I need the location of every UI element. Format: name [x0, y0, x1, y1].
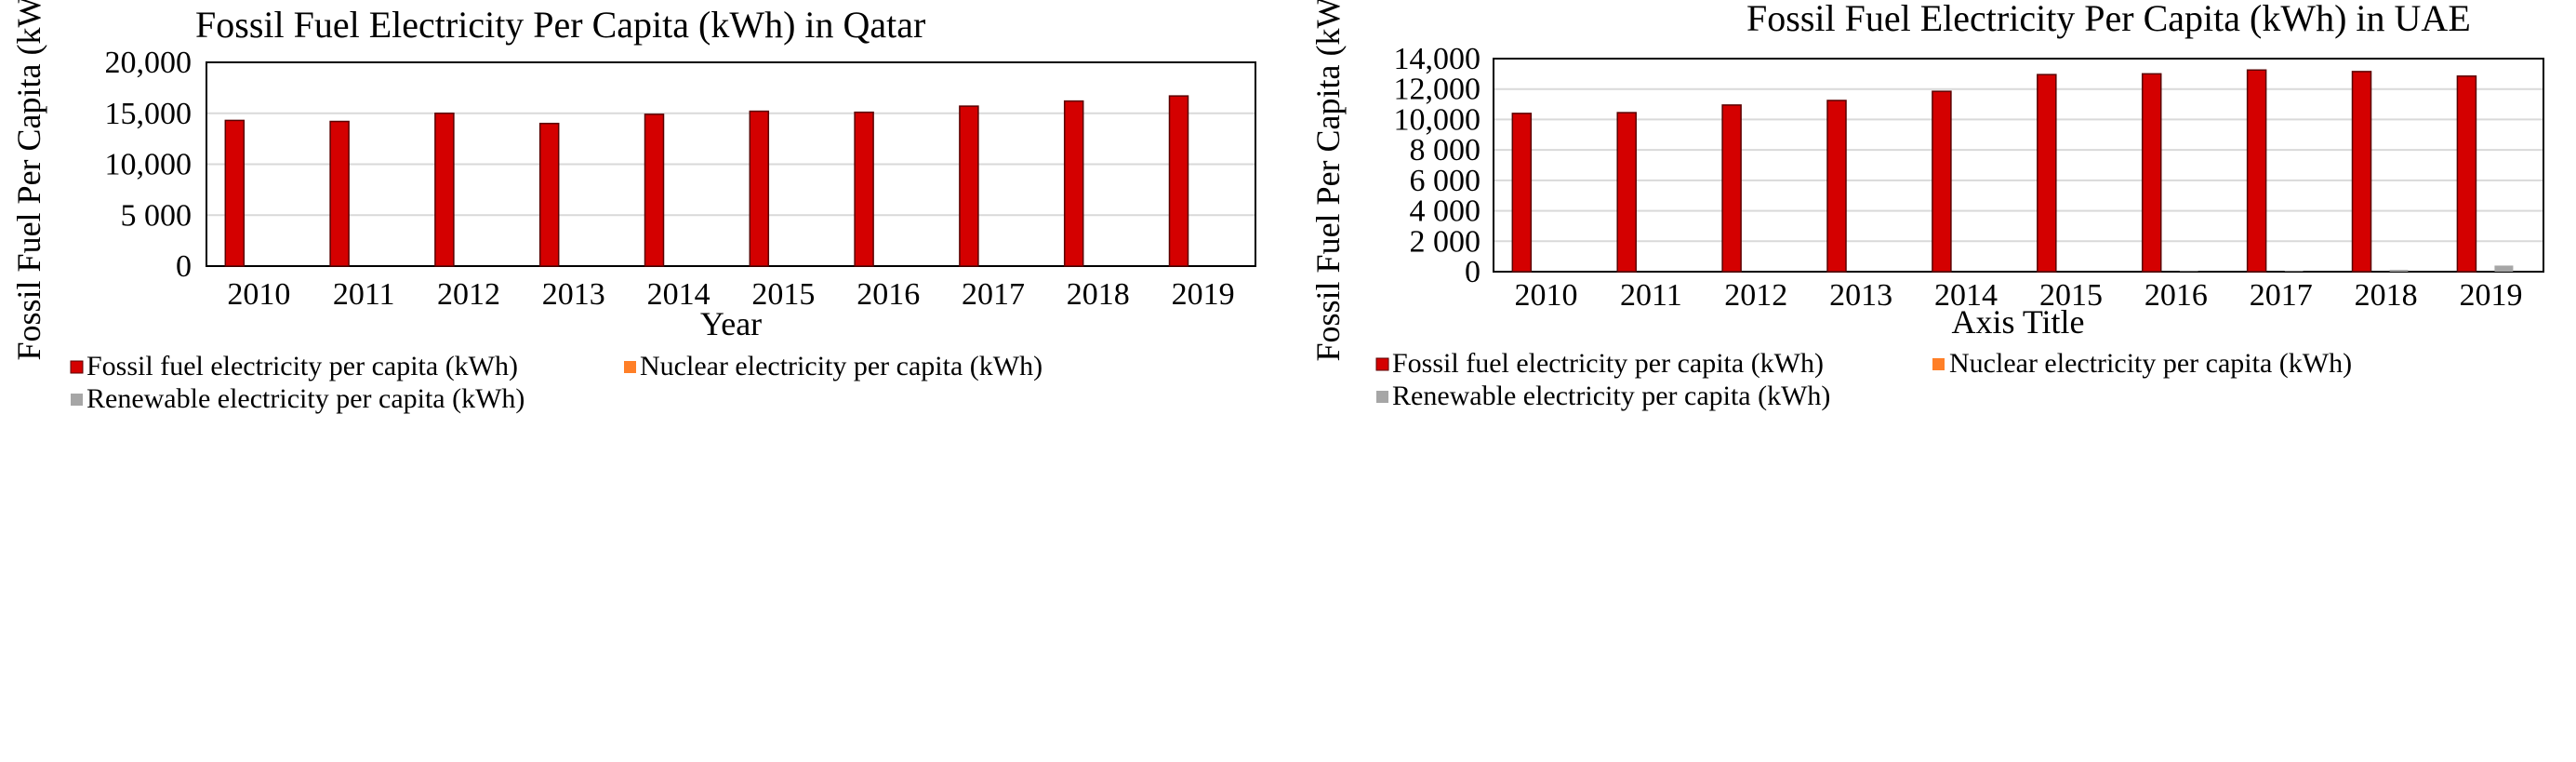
y-tick-label: 4 000 [1410, 194, 1481, 229]
bar-fossil-2014 [1932, 90, 1952, 273]
x-tick-label: 2018 [1067, 277, 1130, 312]
x-tick-label: 2011 [1620, 278, 1682, 313]
bar-fossil-2016 [854, 111, 874, 267]
bar-fossil-2011 [329, 120, 350, 267]
y-tick-label: 10,000 [105, 148, 193, 182]
legend-swatch-nuclear [624, 361, 636, 373]
x-tick-label: 2013 [542, 277, 605, 312]
bar-fossil-2015 [2037, 74, 2057, 273]
bar-fossil-2012 [434, 113, 455, 267]
y-tick-label: 5 000 [121, 198, 193, 233]
legend-label-fossil: Fossil fuel electricity per capita (kWh) [86, 351, 518, 381]
bar-fossil-2010 [1511, 113, 1533, 273]
y-tick-label: 12,000 [1394, 73, 1481, 107]
legend-label-renewable: Renewable electricity per capita (kWh) [1392, 381, 1830, 411]
x-tick-label: 2019 [2460, 278, 2523, 313]
bar-fossil-2018 [1063, 100, 1084, 267]
bar-renewable-2018 [2389, 270, 2409, 272]
x-tick-label: 2012 [437, 277, 500, 312]
bar-fossil-2014 [644, 114, 665, 267]
x-tick-label: 2015 [751, 277, 815, 312]
legend-label-fossil: Fossil fuel electricity per capita (kWh) [1392, 348, 1824, 379]
bar-fossil-2010 [224, 119, 246, 267]
bar-fossil-2013 [538, 122, 560, 267]
y-tick-label: 2 000 [1410, 224, 1481, 259]
legend-label-nuclear: Nuclear electricity per capita (kWh) [1949, 348, 2352, 379]
x-tick-label: 2012 [1724, 278, 1787, 313]
y-tick-label: 0 [1465, 255, 1481, 289]
bar-fossil-2019 [1168, 95, 1189, 267]
qatar-chart: Fossil Fuel Electricity Per Capita (kWh)… [10, 0, 1256, 414]
y-tick-label: 14,000 [1394, 42, 1481, 76]
plot-frame [206, 61, 1256, 267]
x-axis-label: Year [700, 305, 762, 342]
bar-fossil-2012 [1721, 104, 1742, 273]
y-tick-label: 0 [176, 249, 192, 284]
x-tick-label: 2011 [333, 277, 395, 312]
legend-swatch-fossil [1375, 357, 1389, 371]
bar-fossil-2015 [749, 110, 770, 267]
bar-fossil-2017 [2246, 69, 2267, 273]
y-tick-label: 20,000 [105, 46, 193, 80]
x-tick-label: 2010 [1514, 278, 1577, 313]
bar-fossil-2018 [2351, 71, 2372, 273]
x-tick-label: 2010 [227, 277, 290, 312]
bar-fossil-2016 [2141, 73, 2162, 273]
legend-swatch-nuclear [1932, 358, 1945, 370]
chart-title: Fossil Fuel Electricity Per Capita (kWh)… [1746, 0, 2471, 39]
x-tick-label: 2019 [1172, 277, 1235, 312]
legend: Fossil fuel electricity per capita (kWh)… [70, 351, 1042, 414]
x-tick-label: 2013 [1829, 278, 1892, 313]
x-tick-label: 2015 [2039, 278, 2103, 313]
y-tick-label: 6 000 [1410, 164, 1481, 198]
bar-renewable-2016 [2179, 271, 2198, 272]
x-tick-label: 2018 [2355, 278, 2418, 313]
bar-fossil-2011 [1616, 112, 1637, 273]
y-tick-label: 15,000 [105, 97, 193, 131]
x-tick-label: 2016 [2144, 278, 2208, 313]
y-axis-label: Fossil Fuel Per Capita (kWh) [1309, 0, 1347, 361]
x-tick-label: 2014 [647, 277, 710, 312]
x-axis-label: Axis Title [1951, 303, 2084, 341]
x-tick-label: 2014 [1934, 278, 1998, 313]
x-tick-label: 2017 [962, 277, 1025, 312]
y-tick-label: 10,000 [1394, 102, 1481, 137]
bar-renewable-2019 [2494, 265, 2514, 272]
bar-fossil-2019 [2456, 75, 2477, 273]
uae-chart: Fossil Fuel Electricity Per Capita (kWh)… [1309, 0, 2544, 411]
legend: Fossil fuel electricity per capita (kWh)… [1375, 348, 2352, 411]
x-tick-label: 2016 [856, 277, 920, 312]
bar-fossil-2017 [959, 105, 979, 267]
y-tick-label: 8 000 [1410, 133, 1481, 167]
legend-swatch-fossil [70, 360, 84, 374]
chart-title: Fossil Fuel Electricity Per Capita (kWh)… [195, 4, 925, 46]
legend-label-renewable: Renewable electricity per capita (kWh) [86, 383, 524, 414]
legend-label-nuclear: Nuclear electricity per capita (kWh) [640, 351, 1042, 381]
bar-renewable-2017 [2284, 271, 2304, 272]
plot-frame [1493, 58, 2544, 273]
bar-fossil-2013 [1826, 100, 1847, 273]
legend-swatch-renewable [71, 394, 83, 406]
y-axis-label: Fossil Fuel Per Capita (kWh) [10, 0, 47, 360]
x-tick-label: 2017 [2250, 278, 2313, 313]
legend-swatch-renewable [1376, 391, 1388, 403]
